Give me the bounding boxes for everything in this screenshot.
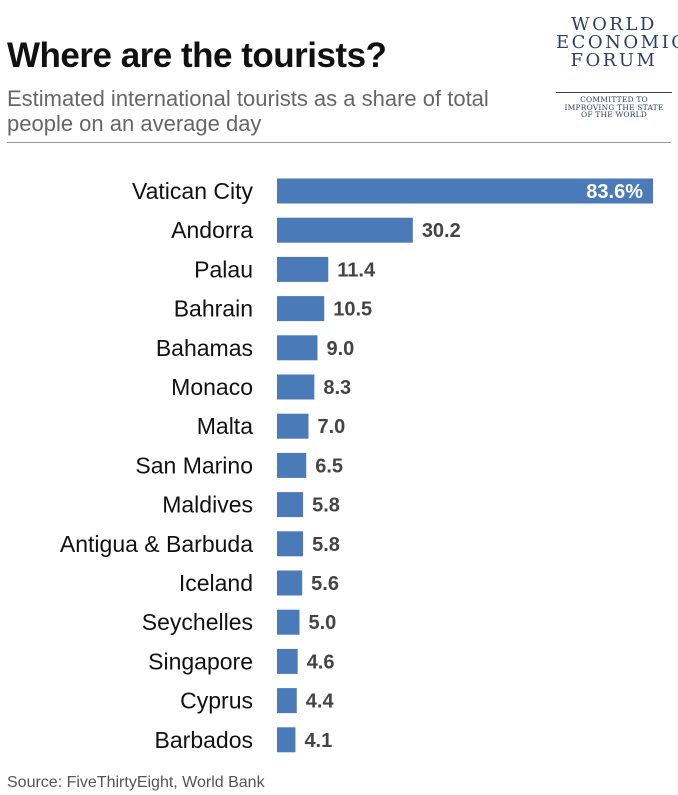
- category-label-monaco: Monaco: [171, 374, 253, 400]
- value-label-cyprus: 4.4: [306, 691, 335, 713]
- category-label-singapore: Singapore: [148, 648, 253, 674]
- bar-cyprus: [277, 688, 297, 714]
- logo-tagline-line-2: IMPROVING THE STATE: [564, 102, 664, 112]
- logo-name-line-2: ECONOMIC: [556, 32, 678, 53]
- bar-vatican-city: [277, 178, 653, 204]
- header-divider: [7, 142, 671, 143]
- chart-subtitle: Estimated international tourists as a sh…: [7, 86, 489, 136]
- value-label-iceland: 5.6: [311, 573, 339, 595]
- source-note: Source: FiveThirtyEight, World Bank: [7, 774, 265, 791]
- category-label-san-marino: San Marino: [135, 452, 253, 478]
- value-label-andorra: 30.2: [422, 220, 461, 242]
- category-label-seychelles: Seychelles: [142, 609, 253, 635]
- category-label-iceland: Iceland: [179, 570, 253, 596]
- logo-tagline-line-1: COMMITTED TO: [580, 95, 648, 104]
- category-label-bahrain: Bahrain: [174, 296, 253, 322]
- category-label-andorra: Andorra: [171, 217, 253, 243]
- value-label-seychelles: 5.0: [308, 612, 336, 634]
- value-label-malta: 7.0: [317, 416, 345, 438]
- value-label-barbados: 4.1: [304, 730, 332, 752]
- value-label-vatican-city: 83.6%: [586, 181, 643, 203]
- wef-logo: WORLD ECONOMIC FORUM COMMITTED TO IMPROV…: [556, 14, 678, 119]
- bar-antigua-barbuda: [277, 531, 304, 557]
- value-label-singapore: 4.6: [307, 651, 335, 673]
- bar-iceland: [277, 570, 303, 596]
- category-label-maldives: Maldives: [162, 492, 253, 518]
- bar-palau: [277, 256, 329, 282]
- category-label-vatican-city: Vatican City: [132, 178, 254, 204]
- bar-monaco: [277, 374, 315, 400]
- category-label-palau: Palau: [194, 256, 253, 282]
- logo-tagline-line-3: OF THE WORLD: [580, 110, 648, 119]
- bar-bahamas: [277, 335, 318, 361]
- bar-andorra: [277, 217, 413, 243]
- category-label-barbados: Barbados: [155, 727, 253, 753]
- chart-title: Where are the tourists?: [7, 36, 387, 75]
- value-label-maldives: 5.8: [312, 495, 340, 517]
- bar-barbados: [277, 727, 296, 753]
- bar-seychelles: [277, 609, 300, 635]
- value-label-palau: 11.4: [337, 259, 376, 281]
- bar-san-marino: [277, 452, 307, 478]
- bar-maldives: [277, 492, 304, 518]
- bar-chart: Vatican City 83.6% Andorra 30.2 Palau 11.4 Bah…: [60, 178, 653, 753]
- value-label-san-marino: 6.5: [315, 455, 343, 477]
- category-label-cyprus: Cyprus: [180, 688, 253, 714]
- value-label-monaco: 8.3: [323, 377, 351, 399]
- bar-malta: [277, 413, 309, 439]
- logo-name-line-3: FORUM: [570, 50, 658, 71]
- logo-rule: [556, 92, 672, 93]
- value-label-bahrain: 10.5: [333, 299, 372, 321]
- bar-bahrain: [277, 296, 325, 322]
- category-label-antigua-barbuda: Antigua & Barbuda: [60, 531, 253, 557]
- logo-name-line-1: WORLD: [571, 14, 657, 35]
- bar-singapore: [277, 648, 298, 674]
- category-label-malta: Malta: [197, 413, 253, 439]
- category-label-bahamas: Bahamas: [156, 335, 253, 361]
- value-label-bahamas: 9.0: [326, 338, 354, 360]
- value-label-antigua-barbuda: 5.8: [312, 534, 340, 556]
